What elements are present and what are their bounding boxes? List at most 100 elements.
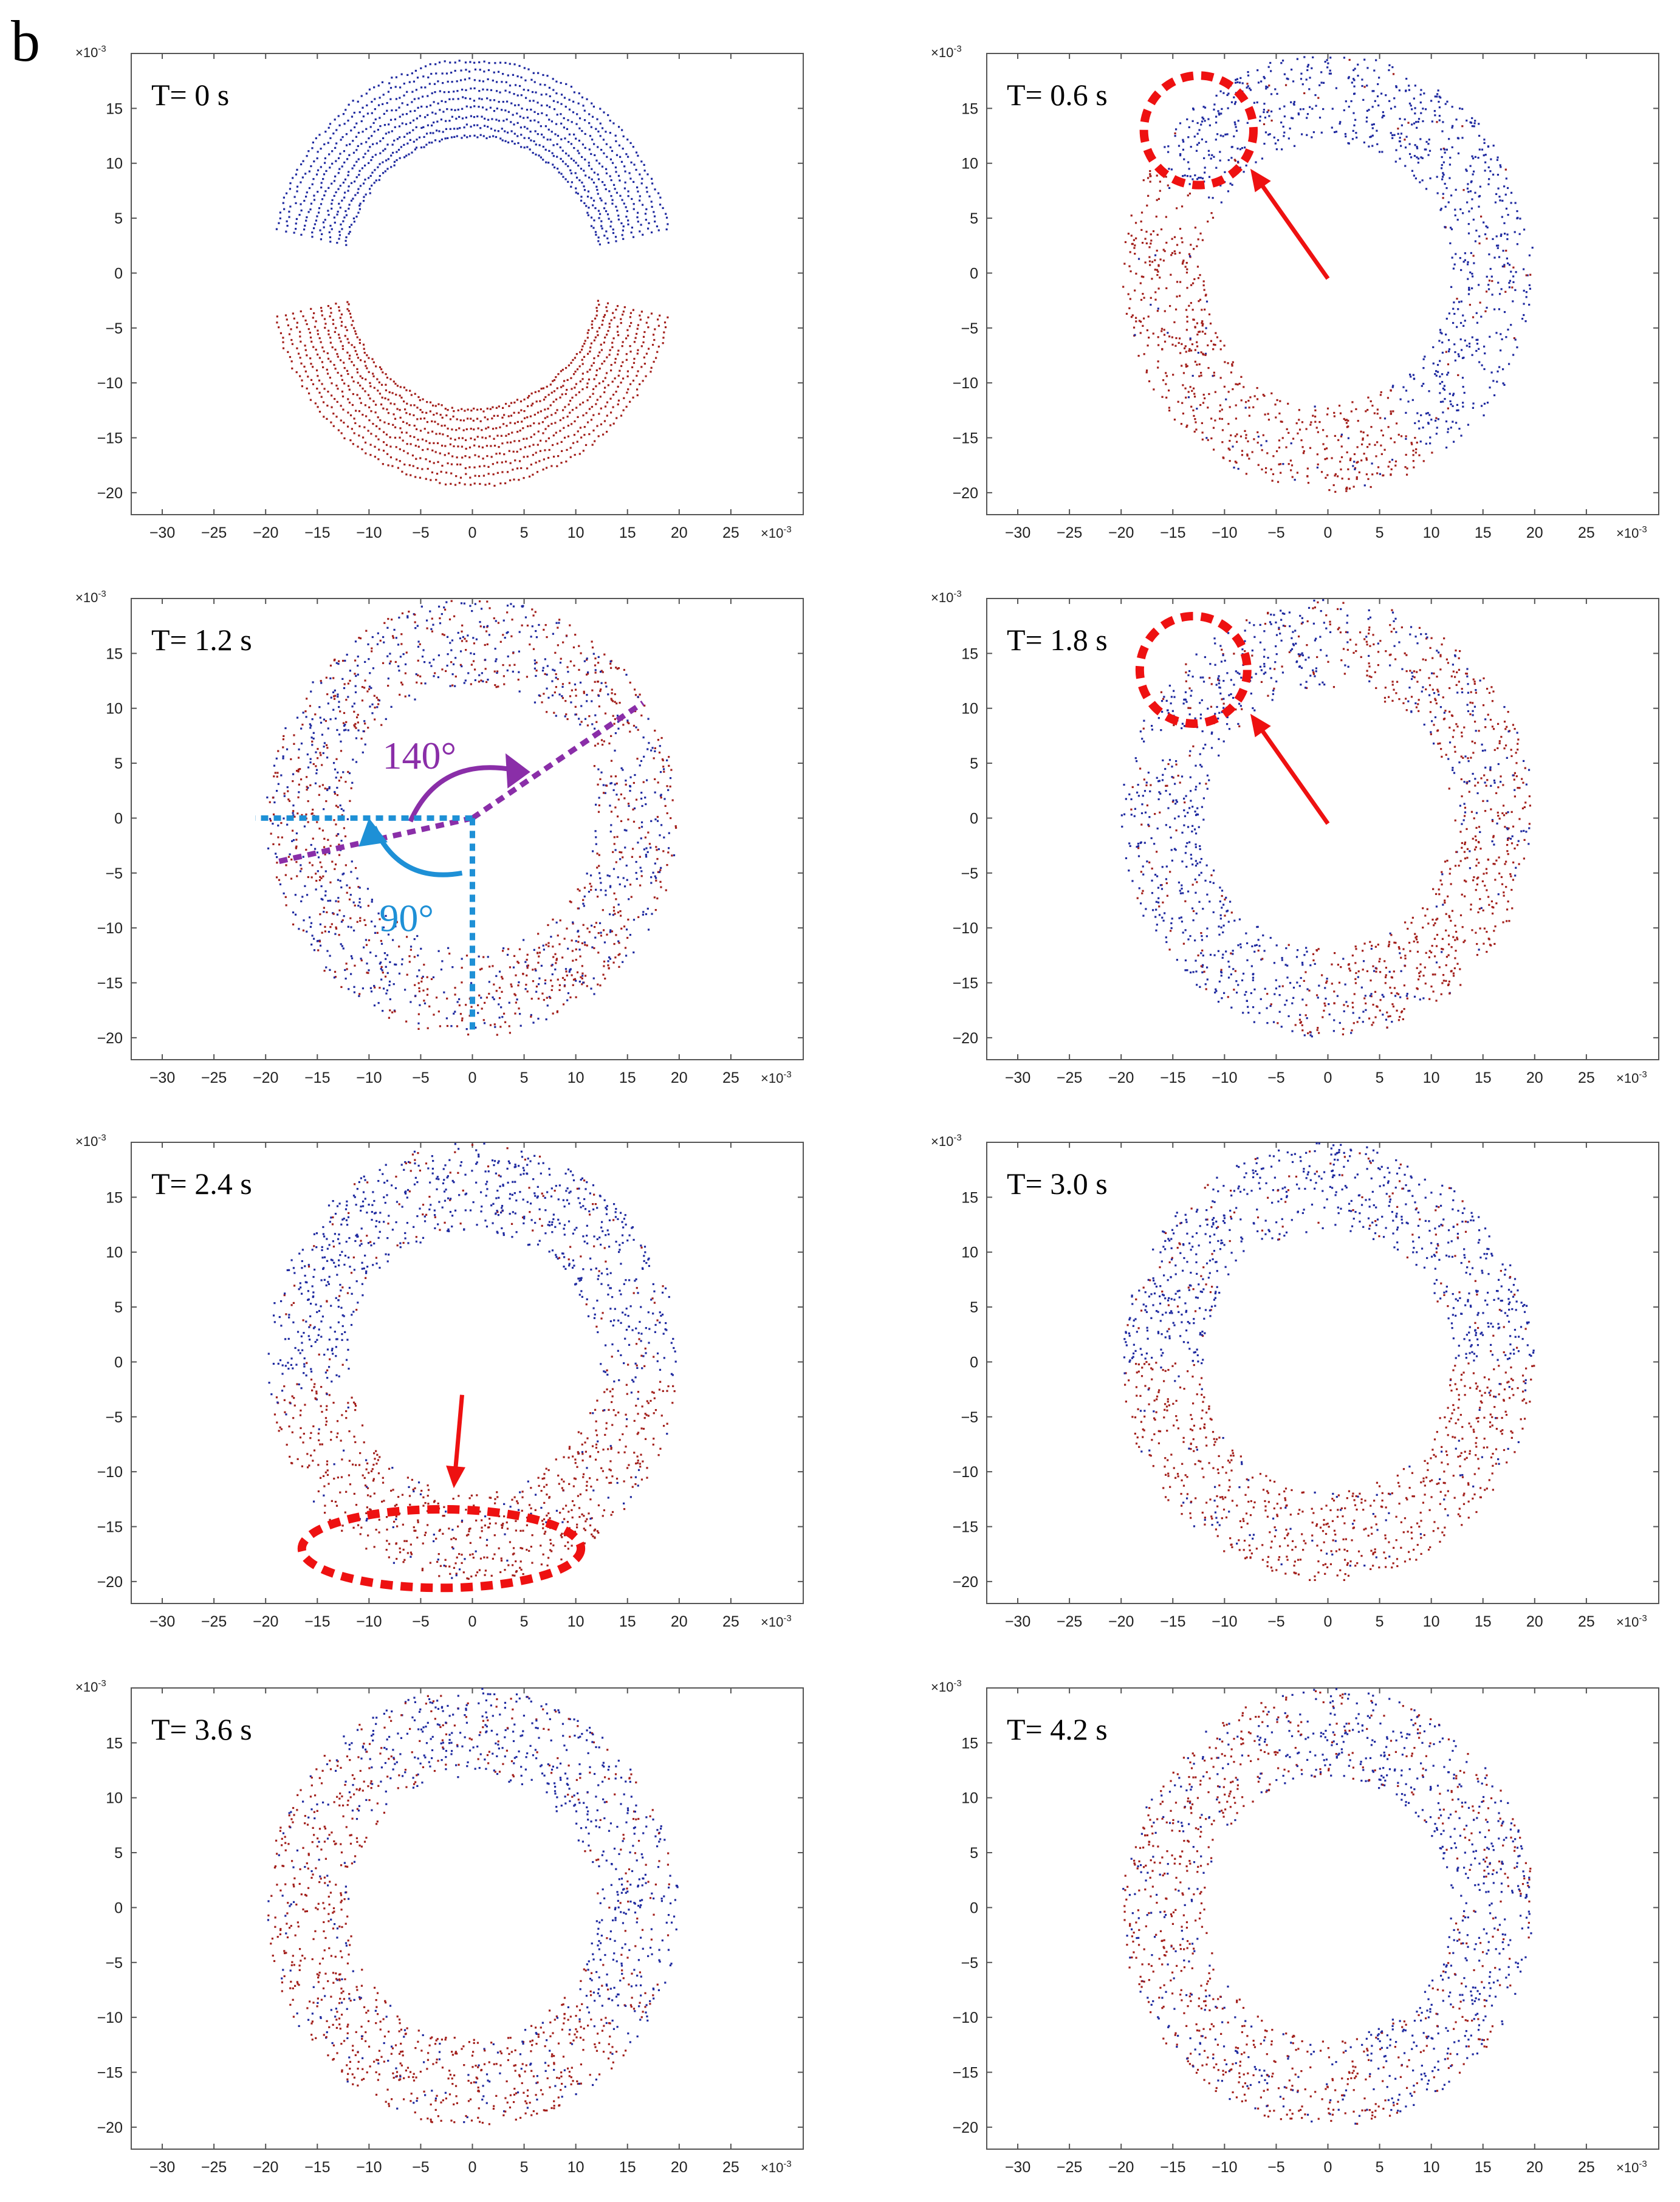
- particle: [1370, 400, 1372, 403]
- particle: [514, 994, 517, 996]
- particle: [544, 673, 546, 675]
- particle: [561, 160, 564, 163]
- particle: [588, 433, 591, 436]
- particle: [600, 349, 603, 351]
- particle: [371, 703, 374, 705]
- particle: [335, 927, 338, 930]
- particle: [1263, 75, 1265, 78]
- particle: [603, 960, 606, 963]
- particle: [284, 314, 287, 317]
- particle: [526, 455, 529, 458]
- particle: [1185, 309, 1188, 311]
- particle: [1240, 376, 1243, 378]
- particle: [1492, 380, 1495, 382]
- particle: [306, 216, 308, 219]
- particle: [580, 976, 582, 978]
- particle: [430, 665, 433, 667]
- particle: [417, 1013, 420, 1015]
- particle: [1484, 310, 1487, 312]
- particle: [559, 662, 562, 664]
- particle: [611, 202, 614, 205]
- particle: [554, 133, 557, 135]
- particle: [603, 316, 605, 318]
- particle: [560, 441, 563, 443]
- particle: [476, 417, 479, 420]
- particle: [540, 439, 542, 442]
- particle: [1329, 57, 1332, 59]
- particle: [1371, 106, 1374, 108]
- particle: [1176, 281, 1179, 283]
- particle: [629, 681, 631, 684]
- particle: [529, 643, 531, 646]
- particle: [312, 737, 315, 740]
- particle: [1140, 275, 1143, 278]
- particle: [319, 861, 321, 863]
- particle: [334, 368, 337, 370]
- particle: [1154, 254, 1157, 256]
- particle: [575, 383, 578, 385]
- particle: [477, 427, 479, 430]
- particle: [593, 143, 595, 145]
- particle: [371, 171, 374, 174]
- particle: [1447, 363, 1450, 366]
- particle: [1492, 238, 1494, 241]
- particle: [1461, 137, 1464, 139]
- particle: [433, 1014, 435, 1016]
- particle: [272, 843, 275, 845]
- particle: [1324, 458, 1326, 461]
- particle: [340, 776, 342, 779]
- particle: [335, 777, 337, 779]
- particle: [1213, 371, 1215, 374]
- particle: [450, 463, 453, 465]
- particle: [293, 815, 296, 818]
- particle: [458, 998, 461, 1001]
- particle: [464, 97, 467, 100]
- particle: [292, 911, 295, 914]
- particle: [516, 450, 518, 453]
- particle: [564, 163, 567, 165]
- particle: [365, 92, 368, 95]
- particle: [1264, 131, 1267, 134]
- particle: [502, 634, 504, 636]
- particle: [1204, 106, 1207, 109]
- particle: [507, 141, 510, 144]
- particle: [299, 335, 301, 338]
- particle: [1181, 343, 1183, 345]
- particle: [298, 791, 300, 794]
- particle: [416, 935, 419, 938]
- particle: [433, 442, 435, 444]
- particle: [364, 660, 366, 664]
- particle: [1484, 170, 1486, 172]
- particle: [1164, 310, 1166, 312]
- particle: [1484, 352, 1486, 355]
- particle: [348, 402, 351, 404]
- particle: [1469, 190, 1472, 193]
- particle: [1134, 252, 1136, 255]
- particle: [1170, 273, 1172, 276]
- particle: [550, 391, 553, 394]
- particle: [651, 343, 654, 346]
- particle: [1316, 466, 1318, 469]
- particle: [358, 425, 361, 428]
- particle: [441, 138, 443, 141]
- particle: [323, 194, 326, 197]
- particle: [1487, 166, 1490, 168]
- particle: [468, 446, 471, 448]
- particle: [573, 664, 575, 667]
- particle: [559, 396, 561, 399]
- particle: [1267, 66, 1270, 68]
- particle: [1278, 463, 1280, 465]
- particle: [452, 98, 454, 100]
- particle: [453, 410, 455, 413]
- particle: [341, 165, 343, 168]
- particle: [509, 63, 511, 65]
- particle: [523, 126, 526, 128]
- particle: [610, 363, 612, 366]
- particle: [324, 930, 327, 933]
- particle: [1376, 95, 1379, 98]
- particle: [609, 929, 612, 931]
- particle: [321, 829, 324, 832]
- particle: [526, 676, 529, 678]
- particle: [1219, 404, 1222, 406]
- particle: [1425, 413, 1428, 415]
